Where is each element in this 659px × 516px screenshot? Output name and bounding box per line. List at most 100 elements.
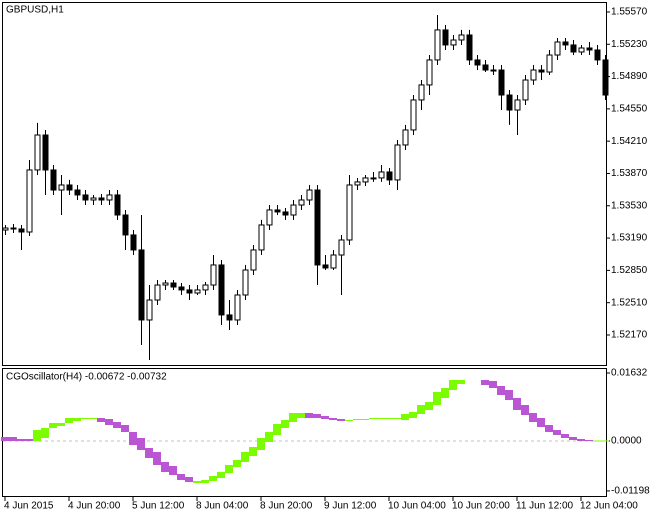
candle-body: [490, 69, 497, 72]
candle-body: [258, 224, 265, 251]
candle-body: [514, 99, 521, 111]
oscillator-band: [193, 481, 201, 483]
candle-body: [570, 44, 577, 53]
y-tick-label: 1.52170: [611, 330, 648, 341]
y-tick-label: 1.55570: [611, 7, 648, 18]
candle-body: [210, 264, 217, 286]
candle-body: [442, 29, 449, 46]
candle-body: [466, 34, 473, 61]
x-tick-label: 5 Jun 12:00: [132, 501, 185, 512]
oscillator-band: [25, 439, 33, 441]
candle-body: [586, 47, 593, 51]
oscillator-band: [553, 430, 561, 435]
oscillator-band: [441, 388, 449, 398]
oscillator-band: [521, 405, 529, 415]
candle-body: [322, 264, 329, 269]
oscillator-band: [449, 380, 457, 390]
oscillator-band: [17, 439, 25, 441]
oscillator-band: [481, 380, 489, 385]
oscillator-band: [241, 452, 249, 462]
x-tick-label: 9 Jun 12:00: [324, 501, 377, 512]
candle-body: [74, 189, 81, 196]
candle-body: [498, 69, 505, 96]
oscillator-band: [345, 420, 353, 421]
candle-body: [394, 144, 401, 181]
candle-body: [602, 59, 609, 96]
candle-body: [266, 209, 273, 226]
candle-body: [186, 289, 193, 294]
oscillator-band: [457, 380, 465, 384]
oscillator-band: [529, 413, 537, 422]
candle-body: [314, 189, 321, 266]
oscillator-band: [73, 418, 81, 421]
y-tick-label: 1.54550: [611, 104, 648, 115]
candle-body: [298, 199, 305, 206]
candle-body: [530, 69, 537, 81]
candle-body: [50, 169, 57, 191]
y-tick-label: 1.54890: [611, 71, 648, 82]
candle-body: [418, 84, 425, 101]
oscillator-band: [177, 474, 185, 480]
candle-body: [554, 41, 561, 56]
candle-body: [506, 94, 513, 111]
candle-body: [274, 209, 281, 213]
candle-body: [122, 214, 129, 236]
oscillator-band: [217, 472, 225, 478]
candle-body: [82, 194, 89, 201]
candle-body: [226, 314, 233, 321]
y-tick-label: 1.52510: [611, 297, 648, 308]
candle-body: [386, 171, 393, 181]
oscillator-band: [513, 398, 521, 410]
x-tick-label: 10 Jun 20:00: [452, 501, 510, 512]
oscillator-band: [329, 418, 337, 420]
oscillator-band: [297, 413, 305, 418]
x-tick-label: 12 Jun 04:00: [580, 501, 638, 512]
oscillator-band: [121, 425, 129, 432]
oscillator-band: [233, 460, 241, 467]
candle-body: [354, 181, 361, 186]
oscillator-band: [505, 390, 513, 400]
candle-body: [362, 177, 369, 183]
chart-title: GBPUSD,H1: [6, 5, 64, 16]
oscillator-band: [417, 405, 425, 414]
candle-body: [114, 194, 121, 216]
candle-body: [426, 59, 433, 86]
candle-body: [178, 286, 185, 291]
oscillator-band: [585, 440, 593, 441]
x-tick-label: 4 Jun 20:00: [68, 501, 121, 512]
oscillator-band: [257, 438, 265, 450]
oscillator-band: [409, 412, 417, 418]
oscillator-band: [385, 418, 393, 419]
oscillator-band: [305, 413, 313, 418]
y-tick-label: 1.52850: [611, 265, 648, 276]
candle-body: [402, 129, 409, 146]
oscillator-band: [153, 452, 161, 465]
candle-body: [370, 177, 377, 180]
x-tick-label: 11 Jun 12:00: [516, 501, 574, 512]
candle-body: [162, 282, 169, 286]
oscillator-band: [601, 440, 609, 442]
x-tick-label: 4 Jun 2015: [4, 501, 54, 512]
oscillator-band: [321, 416, 329, 419]
oscillator-band: [161, 462, 169, 472]
oscillator-band: [289, 413, 297, 422]
candle-body: [434, 29, 441, 61]
oscillator-band: [209, 476, 217, 481]
y-tick-label: 1.54210: [611, 136, 648, 147]
candle-body: [202, 284, 209, 291]
y-tick-label: 1.53190: [611, 233, 648, 244]
candle-body: [538, 69, 545, 73]
candle-body: [218, 264, 225, 316]
oscillator-band: [65, 418, 73, 423]
price-panel: [2, 2, 607, 366]
candle-body: [522, 79, 529, 101]
candle-body: [98, 197, 105, 201]
candle-body: [154, 284, 161, 301]
oscillator-band: [337, 419, 345, 421]
candle-body: [66, 184, 73, 191]
oscillator-band: [377, 418, 385, 419]
candle-body: [450, 39, 457, 46]
oscillator-band: [425, 402, 433, 410]
oscillator-band: [9, 437, 17, 441]
